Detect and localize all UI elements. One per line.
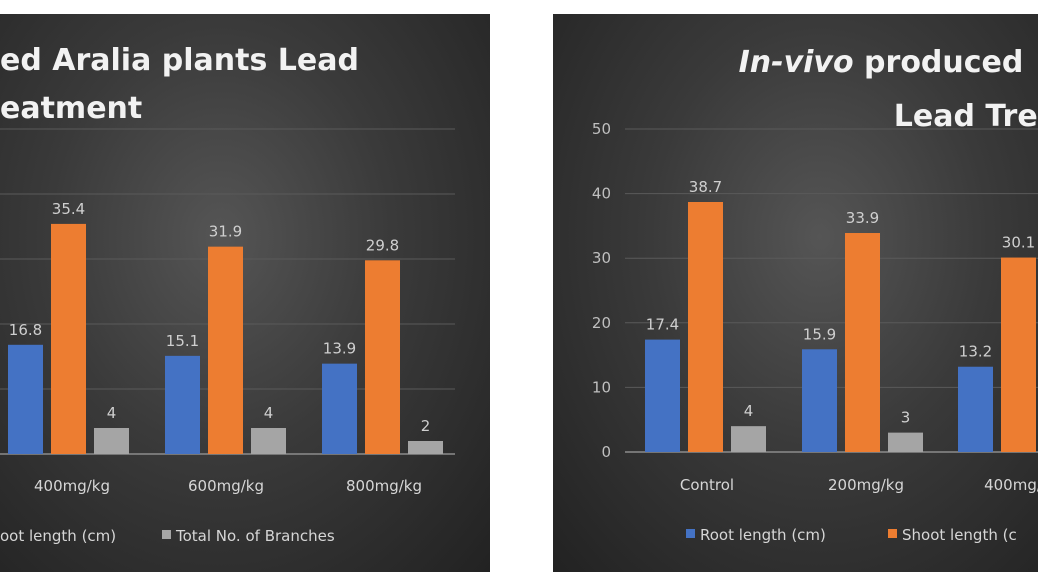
chart-title-line: Lead Treat [894,99,1038,134]
legend-label: Total No. of Branches [175,527,335,545]
data-label: 3 [901,409,911,427]
left-chart-panel: ed Aralia plants Lead eatment 16.8 35.4 4 400… [0,14,490,572]
y-tick-label: 40 [592,185,611,203]
right-chart-svg: In-vivo produced Lead Treat 0 10 20 30 40 50 17.… [592,45,1038,544]
y-tick-label: 10 [592,378,611,396]
category-label: Control [680,476,734,494]
bar [208,246,243,454]
data-label: 15.1 [166,332,199,350]
data-label: 33.9 [846,209,879,227]
bar [645,339,680,452]
bar [802,349,837,452]
bar [165,355,200,454]
bar [408,441,443,454]
y-tick-label: 50 [592,120,611,138]
data-label: 30.1 [1002,234,1035,252]
data-label: 4 [107,404,117,422]
data-label: 15.9 [803,325,836,343]
bar [1001,257,1036,452]
category-label: 200mg/kg [828,476,904,494]
legend-label: Shoot length (c [902,526,1017,544]
y-tick-label: 30 [592,249,611,267]
bar [958,366,993,452]
left-chart-svg: ed Aralia plants Lead eatment 16.8 35.4 4 400… [0,43,455,545]
data-label: 13.9 [323,340,356,358]
data-label: 29.8 [366,236,399,254]
bar [688,201,723,452]
legend-swatch [888,529,897,538]
bar [888,432,923,452]
chart-title-line: eatment [0,91,142,126]
bar [731,426,766,452]
data-label: 35.4 [52,200,85,218]
category-label: 400mg/kg [34,477,110,495]
legend-label: oot length (cm) [0,527,116,545]
bar [8,344,43,454]
y-tick-label: 0 [601,443,611,461]
data-label: 31.9 [209,223,242,241]
category-label: 400mg/ [984,476,1038,494]
category-label: 600mg/kg [188,477,264,495]
data-label: 4 [744,402,754,420]
bar [251,428,286,454]
chart-title-line: ed Aralia plants Lead [0,43,359,78]
bar [94,428,129,454]
data-label: 38.7 [689,178,722,196]
data-label: 4 [264,404,274,422]
data-label: 13.2 [959,343,992,361]
bar [845,233,880,452]
bar [51,223,86,454]
data-label: 17.4 [646,316,679,334]
data-label: 2 [421,417,431,435]
legend-swatch [162,530,171,539]
y-tick-label: 20 [592,314,611,332]
bar [322,363,357,454]
right-chart-panel: In-vivo produced Lead Treat 0 10 20 30 40 50 17.… [553,14,1038,572]
category-label: 800mg/kg [346,477,422,495]
data-label: 16.8 [9,321,42,339]
legend-label: Root length (cm) [700,526,826,544]
chart-title-line: In-vivo produced [739,45,1024,80]
bar [365,260,400,454]
legend-swatch [686,529,695,538]
